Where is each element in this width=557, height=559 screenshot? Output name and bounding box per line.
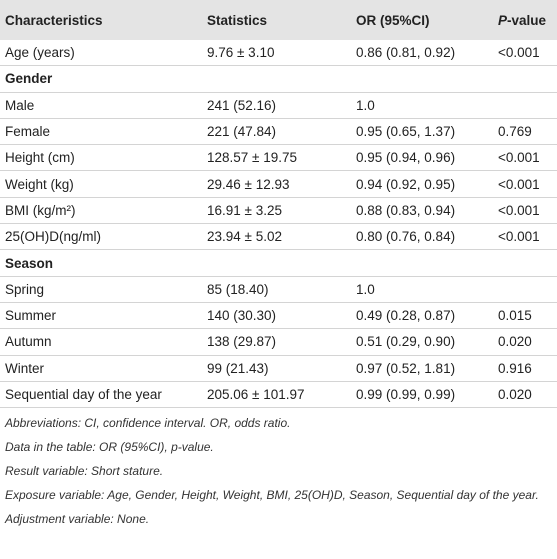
table-row: Spring 85 (18.40) 1.0 bbox=[0, 276, 557, 303]
table-cell: Weight (kg) bbox=[0, 170, 202, 198]
data-table: Characteristics Statistics OR (95%CI) P-val… bbox=[0, 0, 557, 409]
table-cell: 0.015 bbox=[493, 302, 557, 330]
table-cell: 0.95 (0.65, 1.37) bbox=[351, 118, 493, 146]
table-cell: 0.99 (0.99, 0.99) bbox=[351, 381, 493, 409]
table-cell: 138 (29.87) bbox=[202, 328, 351, 356]
table-cell: BMI (kg/m²) bbox=[0, 197, 202, 225]
table-cell bbox=[493, 92, 557, 119]
table-cell: 1.0 bbox=[351, 92, 493, 119]
table-cell: 241 (52.16) bbox=[202, 92, 351, 119]
header-text: -value bbox=[507, 12, 547, 28]
table-cell: <0.001 bbox=[493, 197, 557, 225]
table-row: Age (years) 9.76 ± 3.10 0.86 (0.81, 0.92) <… bbox=[0, 40, 557, 67]
table-cell: 0.51 (0.29, 0.90) bbox=[351, 328, 493, 356]
table-body: Age (years) 9.76 ± 3.10 0.86 (0.81, 0.92) <… bbox=[0, 40, 557, 409]
table-cell: 0.916 bbox=[493, 355, 557, 382]
table-cell: Summer bbox=[0, 302, 202, 330]
table-cell: 9.76 ± 3.10 bbox=[202, 40, 351, 67]
table-cell: 205.06 ± 101.97 bbox=[202, 381, 351, 409]
table-cell: 0.94 (0.92, 0.95) bbox=[351, 170, 493, 198]
table-cell: Winter bbox=[0, 355, 202, 382]
table-cell: Height (cm) bbox=[0, 144, 202, 172]
footnote: Data in the table: OR (95%CI), p-value. bbox=[5, 440, 214, 455]
table-cell: 0.88 (0.83, 0.94) bbox=[351, 197, 493, 225]
footnote: Exposure variable: Age, Gender, Height, … bbox=[5, 488, 539, 503]
table-row: Female 221 (47.84) 0.95 (0.65, 1.37) 0.769 bbox=[0, 118, 557, 146]
table-cell: <0.001 bbox=[493, 170, 557, 198]
table-cell bbox=[493, 276, 557, 303]
table-row: Weight (kg) 29.46 ± 12.93 0.94 (0.92, 0.95… bbox=[0, 170, 557, 198]
section-label: Gender bbox=[0, 65, 557, 93]
table-row: Summer 140 (30.30) 0.49 (0.28, 0.87) 0.015 bbox=[0, 302, 557, 330]
table-cell: Spring bbox=[0, 276, 202, 303]
header-row: Characteristics Statistics OR (95%CI) P-val… bbox=[0, 0, 557, 40]
table-row: Winter 99 (21.43) 0.97 (0.52, 1.81) 0.916 bbox=[0, 355, 557, 382]
table-row: 25(OH)D(ng/ml) 23.94 ± 5.02 0.80 (0.76, 0.… bbox=[0, 223, 557, 251]
table-row: Autumn 138 (29.87) 0.51 (0.29, 0.90) 0.020 bbox=[0, 328, 557, 356]
table-cell: 128.57 ± 19.75 bbox=[202, 144, 351, 172]
table-cell: 16.91 ± 3.25 bbox=[202, 197, 351, 225]
table-cell: 99 (21.43) bbox=[202, 355, 351, 382]
footnote: Adjustment variable: None. bbox=[5, 512, 150, 527]
footnote: Abbreviations: CI, confidence interval. … bbox=[5, 416, 291, 431]
table-cell: Sequential day of the year bbox=[0, 381, 202, 409]
table-cell: Male bbox=[0, 92, 202, 119]
table-cell: Female bbox=[0, 118, 202, 146]
table-cell: Autumn bbox=[0, 328, 202, 356]
section-label: Season bbox=[0, 249, 557, 277]
table-cell: 25(OH)D(ng/ml) bbox=[0, 223, 202, 251]
header-cell: OR (95%CI) bbox=[351, 0, 493, 40]
footnote: Result variable: Short stature. bbox=[5, 464, 164, 479]
header-cell: P-value bbox=[493, 0, 557, 40]
header-cell: Characteristics bbox=[0, 0, 202, 40]
table-cell: 0.97 (0.52, 1.81) bbox=[351, 355, 493, 382]
table-cell: <0.001 bbox=[493, 144, 557, 172]
table-cell: 0.95 (0.94, 0.96) bbox=[351, 144, 493, 172]
table-cell: 23.94 ± 5.02 bbox=[202, 223, 351, 251]
header-italic: P bbox=[498, 12, 508, 28]
table-cell: 0.769 bbox=[493, 118, 557, 146]
table-cell: 140 (30.30) bbox=[202, 302, 351, 330]
table-row: Height (cm) 128.57 ± 19.75 0.95 (0.94, 0.9… bbox=[0, 144, 557, 172]
section-row: Gender bbox=[0, 65, 557, 93]
table-cell: 85 (18.40) bbox=[202, 276, 351, 303]
table-row: BMI (kg/m²) 16.91 ± 3.25 0.88 (0.83, 0.94)… bbox=[0, 197, 557, 225]
table-cell: 0.020 bbox=[493, 381, 557, 409]
table-row: Male 241 (52.16) 1.0 bbox=[0, 92, 557, 119]
footnotes: Abbreviations: CI, confidence interval. … bbox=[0, 408, 557, 526]
table-cell: 1.0 bbox=[351, 276, 493, 303]
table-row: Sequential day of the year 205.06 ± 101.9… bbox=[0, 381, 557, 409]
table-cell: <0.001 bbox=[493, 40, 557, 67]
table-cell: 0.020 bbox=[493, 328, 557, 356]
table-cell: 0.86 (0.81, 0.92) bbox=[351, 40, 493, 67]
header-cell: Statistics bbox=[202, 0, 351, 40]
table-cell: <0.001 bbox=[493, 223, 557, 251]
table-cell: 29.46 ± 12.93 bbox=[202, 170, 351, 198]
table-cell: 0.80 (0.76, 0.84) bbox=[351, 223, 493, 251]
section-row: Season bbox=[0, 249, 557, 277]
table-cell: Age (years) bbox=[0, 40, 202, 67]
table-cell: 0.49 (0.28, 0.87) bbox=[351, 302, 493, 330]
table-cell: 221 (47.84) bbox=[202, 118, 351, 146]
